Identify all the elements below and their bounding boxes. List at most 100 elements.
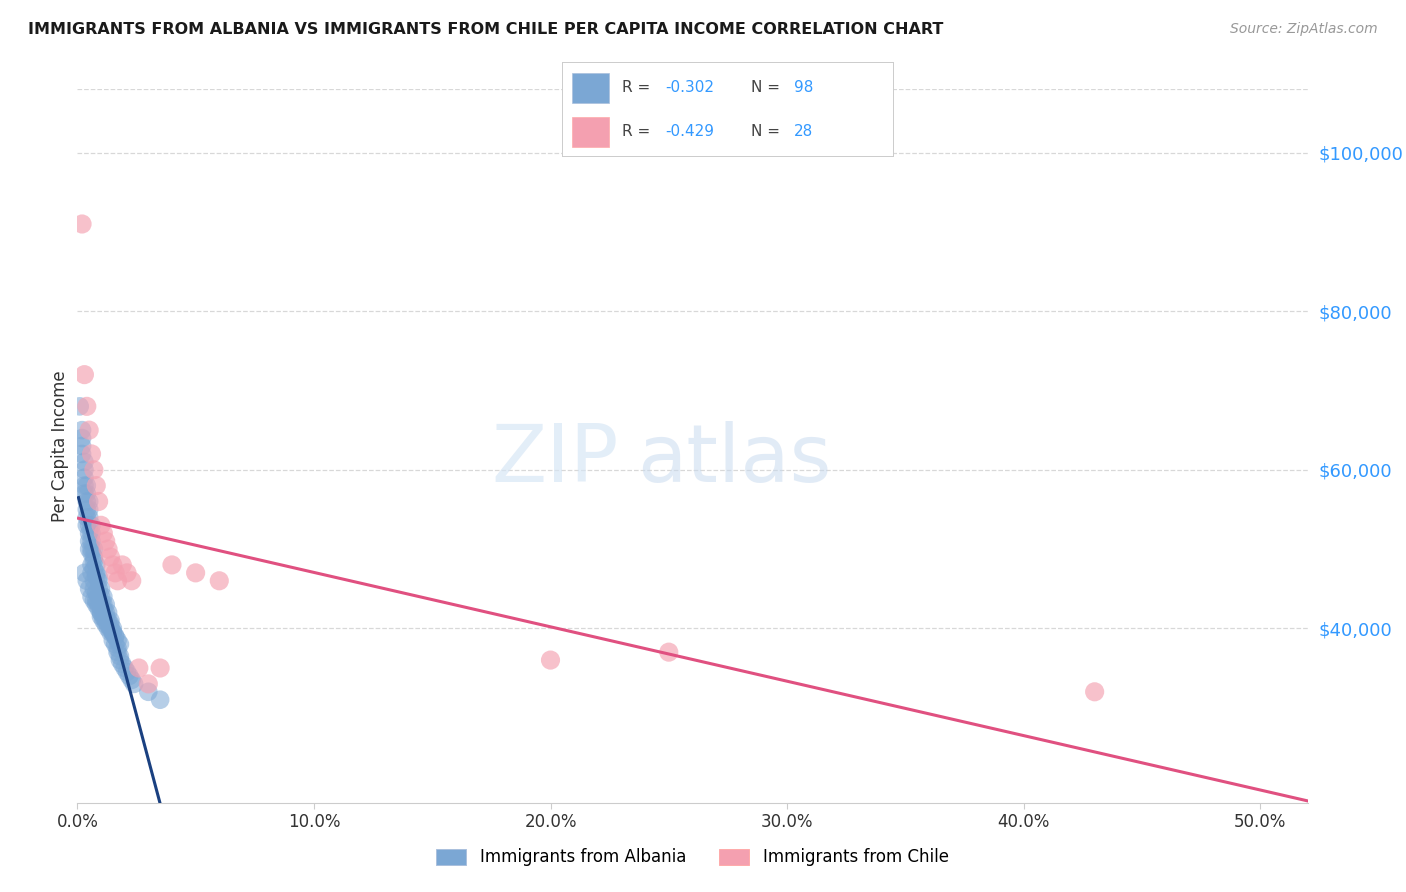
Point — [104, 629, 127, 643]
Point — [107, 641, 129, 656]
Text: IMMIGRANTS FROM ALBANIA VS IMMIGRANTS FROM CHILE PER CAPITA INCOME CORRELATION C: IMMIGRANTS FROM ALBANIA VS IMMIGRANTS FR… — [28, 22, 943, 37]
Point — [70, 439, 93, 453]
Point — [84, 478, 107, 492]
Point — [94, 614, 117, 628]
Point — [94, 609, 117, 624]
Point — [101, 633, 124, 648]
Point — [70, 423, 93, 437]
Point — [73, 455, 96, 469]
Point — [76, 510, 98, 524]
Point — [77, 510, 100, 524]
Point — [122, 677, 145, 691]
Point — [73, 471, 96, 485]
Point — [76, 478, 98, 492]
Point — [87, 582, 110, 596]
Point — [93, 601, 115, 615]
Text: ZIP: ZIP — [491, 421, 619, 500]
Text: R =: R = — [621, 124, 655, 139]
Point — [149, 692, 172, 706]
Point — [77, 494, 100, 508]
Point — [83, 463, 105, 477]
Text: 98: 98 — [793, 80, 813, 95]
Point — [87, 590, 110, 604]
Point — [70, 447, 93, 461]
Text: R =: R = — [621, 80, 655, 95]
Point — [128, 661, 150, 675]
Point — [77, 423, 100, 437]
Point — [73, 463, 96, 477]
Point — [94, 606, 117, 620]
Text: 28: 28 — [793, 124, 813, 139]
Point — [101, 625, 124, 640]
Point — [136, 677, 159, 691]
Point — [104, 637, 127, 651]
Point — [76, 518, 98, 533]
Point — [87, 598, 110, 612]
Point — [136, 685, 159, 699]
Bar — [572, 117, 609, 147]
Text: -0.429: -0.429 — [665, 124, 714, 139]
Point — [87, 570, 110, 584]
Point — [184, 566, 207, 580]
Point — [97, 614, 120, 628]
Point — [107, 574, 129, 588]
Point — [104, 629, 127, 643]
Text: -0.302: -0.302 — [665, 80, 714, 95]
Point — [93, 609, 115, 624]
Point — [121, 574, 143, 588]
Point — [76, 502, 98, 516]
Point — [90, 606, 112, 620]
Point — [83, 574, 105, 588]
Point — [80, 534, 103, 549]
Point — [73, 368, 96, 382]
Point — [84, 570, 107, 584]
Point — [76, 494, 98, 508]
Point — [114, 661, 136, 675]
Point — [97, 606, 120, 620]
Point — [80, 590, 103, 604]
Point — [83, 562, 105, 576]
Point — [80, 546, 103, 560]
Point — [97, 542, 120, 557]
Point — [73, 478, 96, 492]
Point — [70, 431, 93, 445]
Point — [108, 649, 131, 664]
Y-axis label: Per Capita Income: Per Capita Income — [51, 370, 69, 522]
Point — [87, 574, 110, 588]
Point — [77, 526, 100, 541]
Point — [90, 609, 112, 624]
Point — [149, 661, 172, 675]
Point — [100, 614, 122, 628]
Point — [80, 518, 103, 533]
Point — [111, 558, 134, 572]
Point — [101, 621, 124, 635]
Point — [83, 549, 105, 564]
Point — [101, 558, 124, 572]
Point — [111, 657, 134, 671]
Point — [160, 558, 183, 572]
Point — [77, 542, 100, 557]
Point — [107, 645, 129, 659]
Point — [101, 625, 124, 640]
Point — [104, 566, 127, 580]
Text: N =: N = — [751, 80, 785, 95]
Point — [90, 598, 112, 612]
Point — [73, 566, 96, 580]
Point — [658, 645, 681, 659]
Point — [93, 590, 115, 604]
Point — [83, 554, 105, 568]
Point — [80, 566, 103, 580]
Point — [94, 598, 117, 612]
Point — [83, 593, 105, 607]
Point — [108, 637, 131, 651]
Point — [90, 590, 112, 604]
Point — [80, 447, 103, 461]
Point — [69, 400, 91, 414]
Legend: Immigrants from Albania, Immigrants from Chile: Immigrants from Albania, Immigrants from… — [430, 842, 955, 873]
Point — [115, 665, 138, 679]
Point — [84, 566, 107, 580]
Point — [77, 534, 100, 549]
Point — [70, 217, 93, 231]
Text: Source: ZipAtlas.com: Source: ZipAtlas.com — [1230, 22, 1378, 37]
Point — [107, 633, 129, 648]
